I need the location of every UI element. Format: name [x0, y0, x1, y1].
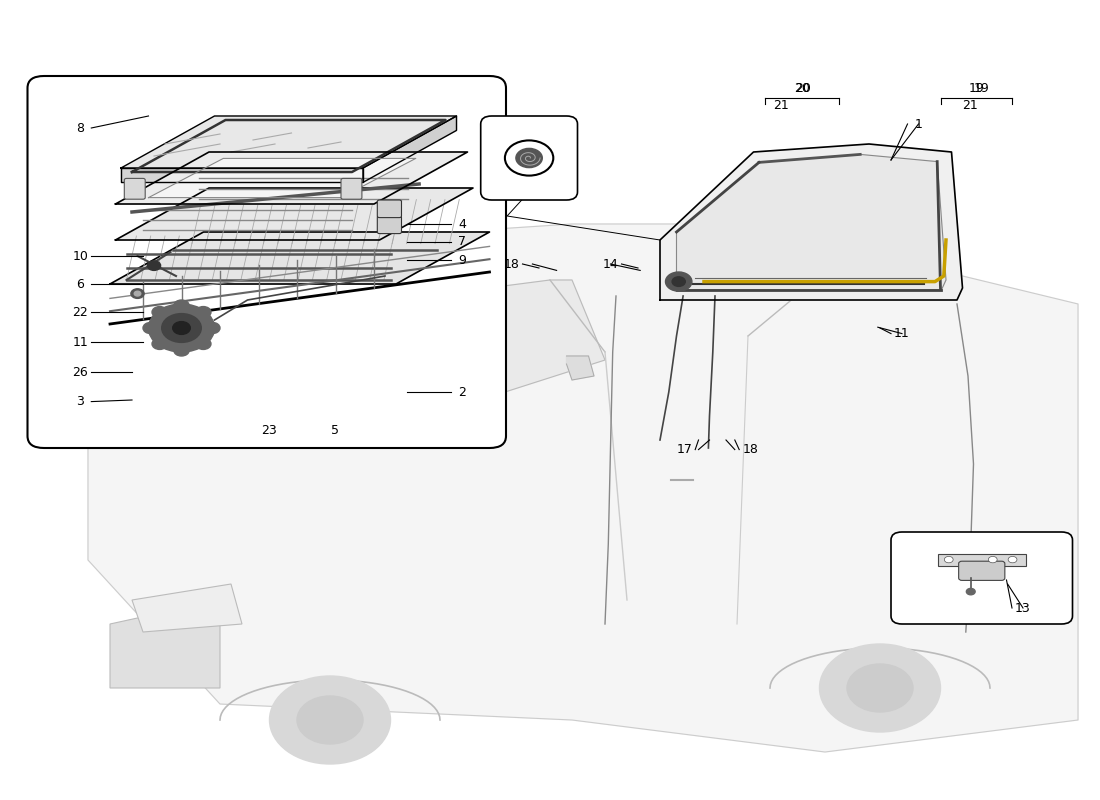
Text: 7: 7 — [458, 235, 466, 248]
Circle shape — [196, 306, 211, 318]
Polygon shape — [363, 116, 456, 182]
Circle shape — [967, 589, 976, 595]
Circle shape — [162, 314, 201, 342]
Polygon shape — [148, 158, 416, 198]
Text: 20: 20 — [794, 82, 810, 94]
Circle shape — [147, 261, 161, 270]
Text: 20: 20 — [795, 82, 811, 94]
Text: 3: 3 — [76, 395, 85, 408]
Circle shape — [270, 676, 390, 764]
Text: 22: 22 — [73, 306, 88, 318]
Text: 21: 21 — [962, 99, 978, 112]
Text: 1: 1 — [914, 118, 923, 130]
Circle shape — [196, 338, 211, 350]
Polygon shape — [110, 232, 489, 284]
Circle shape — [148, 304, 214, 352]
Circle shape — [297, 696, 363, 744]
Circle shape — [143, 322, 158, 334]
FancyBboxPatch shape — [124, 178, 145, 199]
Text: 23: 23 — [262, 424, 277, 437]
Circle shape — [847, 664, 913, 712]
Circle shape — [988, 557, 997, 563]
Circle shape — [672, 277, 685, 286]
Text: 19: 19 — [974, 82, 989, 94]
Polygon shape — [110, 600, 220, 688]
Text: 11: 11 — [73, 336, 88, 349]
Polygon shape — [566, 356, 594, 380]
Text: 5: 5 — [331, 424, 340, 437]
Text: 26: 26 — [73, 366, 88, 378]
Circle shape — [174, 345, 189, 356]
Polygon shape — [121, 168, 363, 182]
Polygon shape — [676, 154, 946, 290]
Text: 6: 6 — [76, 278, 85, 290]
Polygon shape — [660, 144, 962, 300]
Text: 18: 18 — [504, 258, 519, 270]
Text: 10: 10 — [73, 250, 88, 262]
FancyBboxPatch shape — [341, 178, 362, 199]
FancyBboxPatch shape — [891, 532, 1072, 624]
Circle shape — [131, 289, 144, 298]
Circle shape — [820, 644, 940, 732]
Circle shape — [666, 272, 692, 291]
Polygon shape — [132, 584, 242, 632]
Circle shape — [174, 300, 189, 311]
Polygon shape — [121, 116, 456, 168]
FancyBboxPatch shape — [481, 116, 578, 200]
Text: 14: 14 — [603, 258, 618, 270]
Circle shape — [1008, 557, 1016, 563]
Text: a passion for parts since 1985: a passion for parts since 1985 — [330, 558, 625, 618]
Polygon shape — [116, 188, 473, 240]
Polygon shape — [937, 554, 1025, 566]
Polygon shape — [116, 152, 468, 204]
FancyBboxPatch shape — [377, 200, 402, 218]
Circle shape — [205, 322, 220, 334]
Text: 9: 9 — [458, 254, 466, 266]
Circle shape — [944, 557, 953, 563]
Circle shape — [152, 306, 167, 318]
FancyBboxPatch shape — [377, 216, 402, 234]
Text: 13: 13 — [1015, 602, 1031, 614]
FancyBboxPatch shape — [28, 76, 506, 448]
Text: 4: 4 — [458, 218, 466, 230]
Circle shape — [516, 149, 542, 168]
Text: 8: 8 — [76, 122, 85, 134]
Circle shape — [134, 291, 141, 296]
Text: 17: 17 — [676, 443, 692, 456]
Circle shape — [152, 338, 167, 350]
Polygon shape — [242, 280, 605, 448]
Text: 18: 18 — [742, 443, 758, 456]
Text: 21: 21 — [773, 99, 789, 112]
Text: 2: 2 — [458, 386, 466, 398]
Text: 11: 11 — [894, 327, 910, 340]
Circle shape — [173, 322, 190, 334]
Polygon shape — [88, 224, 1078, 752]
Text: 19: 19 — [968, 82, 984, 94]
Text: europarts: europarts — [198, 470, 674, 554]
FancyBboxPatch shape — [958, 562, 1005, 581]
